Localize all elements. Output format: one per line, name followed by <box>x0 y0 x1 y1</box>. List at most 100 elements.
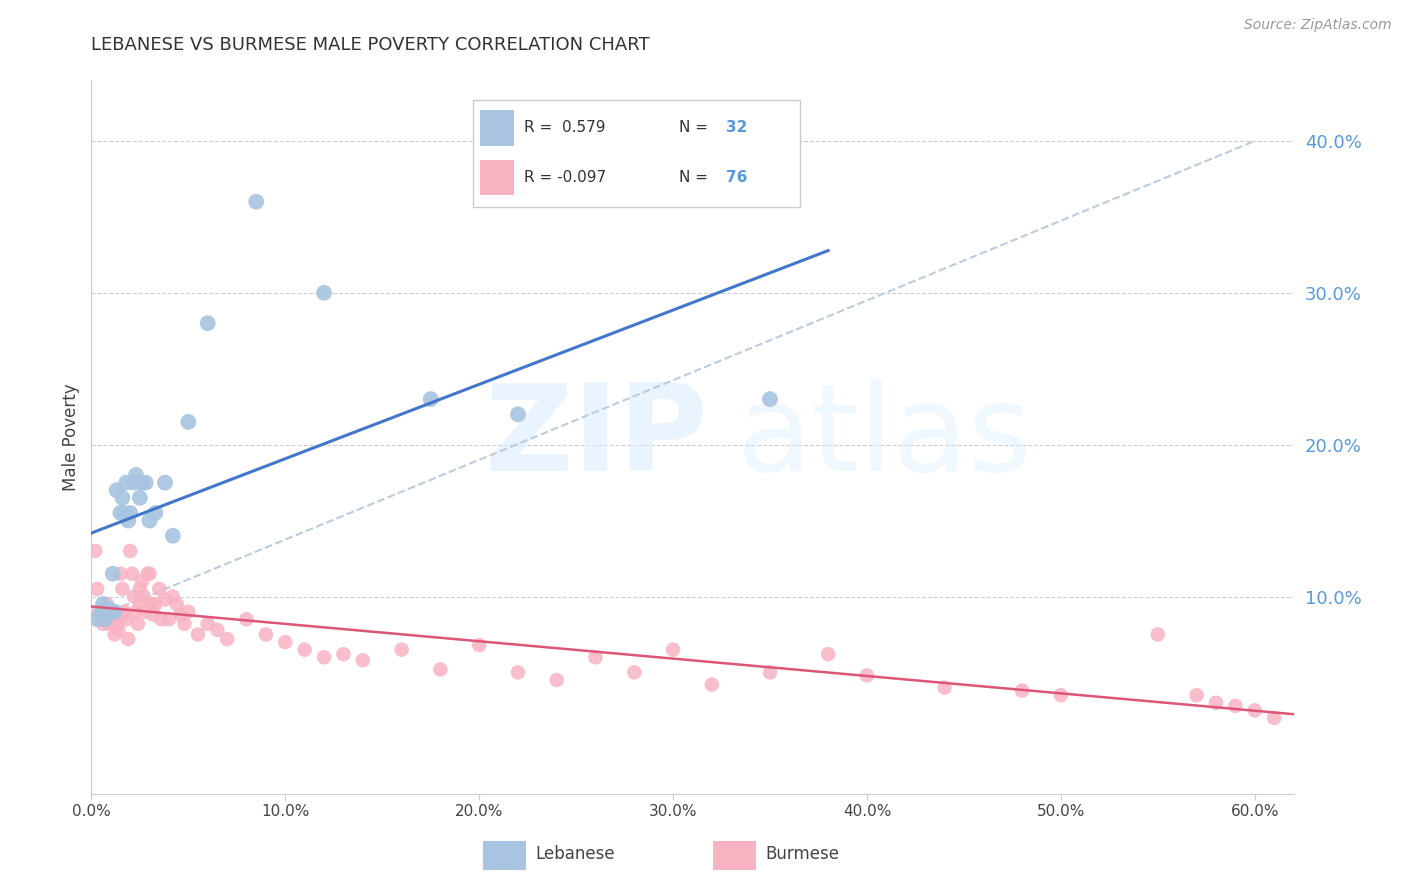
Point <box>294 642 316 657</box>
Point <box>1243 703 1265 717</box>
Point <box>135 605 157 619</box>
Point <box>856 668 879 682</box>
Point <box>135 475 157 490</box>
Point <box>89 605 111 619</box>
Point <box>150 612 173 626</box>
Point <box>96 607 118 622</box>
Point <box>136 566 159 581</box>
Point <box>110 566 132 581</box>
Text: N =: N = <box>679 120 707 136</box>
Point <box>142 607 165 622</box>
Point <box>107 623 129 637</box>
Text: ZIP: ZIP <box>485 378 709 496</box>
Point <box>254 627 277 641</box>
Point <box>177 415 200 429</box>
Point <box>128 582 150 596</box>
Point <box>934 681 956 695</box>
Point <box>117 514 139 528</box>
Point <box>235 612 257 626</box>
Point <box>145 597 167 611</box>
Text: LEBANESE VS BURMESE MALE POVERTY CORRELATION CHART: LEBANESE VS BURMESE MALE POVERTY CORRELA… <box>91 36 650 54</box>
Point <box>97 601 120 615</box>
Point <box>1050 688 1073 702</box>
Point <box>145 506 167 520</box>
Point <box>177 605 200 619</box>
Point <box>468 638 491 652</box>
Point <box>817 647 839 661</box>
Point <box>127 616 149 631</box>
Point <box>245 194 267 209</box>
Point <box>122 590 145 604</box>
FancyBboxPatch shape <box>713 841 755 870</box>
Point <box>125 468 148 483</box>
Text: R =  0.579: R = 0.579 <box>524 120 606 136</box>
Point <box>197 316 219 330</box>
Point <box>153 475 176 490</box>
Point <box>111 582 134 596</box>
FancyBboxPatch shape <box>481 160 513 195</box>
Text: N =: N = <box>679 170 707 186</box>
FancyBboxPatch shape <box>474 100 800 207</box>
Y-axis label: Male Poverty: Male Poverty <box>62 384 80 491</box>
Point <box>506 407 529 421</box>
Point <box>153 592 176 607</box>
Point <box>101 612 124 626</box>
Point <box>104 627 127 641</box>
Point <box>429 662 451 676</box>
Point <box>115 612 138 626</box>
Point <box>1011 683 1033 698</box>
Point <box>700 677 723 691</box>
Point <box>546 673 568 687</box>
Point <box>173 616 195 631</box>
Point <box>1185 688 1208 702</box>
Point <box>162 590 184 604</box>
Point <box>332 647 354 661</box>
Point <box>166 597 188 611</box>
Point <box>585 650 607 665</box>
Point <box>94 612 117 626</box>
Text: R = -0.097: R = -0.097 <box>524 170 606 186</box>
Text: Burmese: Burmese <box>765 845 839 863</box>
Text: atlas: atlas <box>737 378 1032 496</box>
Point <box>105 483 128 498</box>
Point <box>112 506 135 520</box>
Point <box>90 605 112 619</box>
Point <box>197 616 219 631</box>
Point <box>96 607 118 622</box>
Point <box>623 665 645 680</box>
Point <box>157 612 180 626</box>
Point <box>148 582 170 596</box>
Point <box>419 392 441 406</box>
Point <box>128 491 150 505</box>
Point <box>132 590 155 604</box>
Point <box>97 616 120 631</box>
Point <box>312 285 335 300</box>
Point <box>1263 711 1285 725</box>
Point <box>91 597 114 611</box>
Point <box>352 653 374 667</box>
Point <box>169 607 191 622</box>
Point <box>131 574 153 589</box>
Point <box>112 605 135 619</box>
Point <box>91 616 114 631</box>
Point <box>86 612 108 626</box>
Point <box>759 665 782 680</box>
Point <box>122 475 145 490</box>
Point <box>187 627 209 641</box>
Point <box>84 544 107 558</box>
Point <box>101 566 124 581</box>
Point <box>138 566 160 581</box>
Point <box>759 392 782 406</box>
Point <box>128 597 150 611</box>
Point <box>105 616 128 631</box>
Point <box>162 529 184 543</box>
Point <box>90 612 112 626</box>
Point <box>120 506 142 520</box>
Text: 32: 32 <box>725 120 747 136</box>
Point <box>100 605 122 619</box>
Point <box>111 607 134 622</box>
Point <box>131 475 153 490</box>
Point <box>94 605 117 619</box>
Point <box>1205 696 1227 710</box>
Point <box>86 582 108 596</box>
